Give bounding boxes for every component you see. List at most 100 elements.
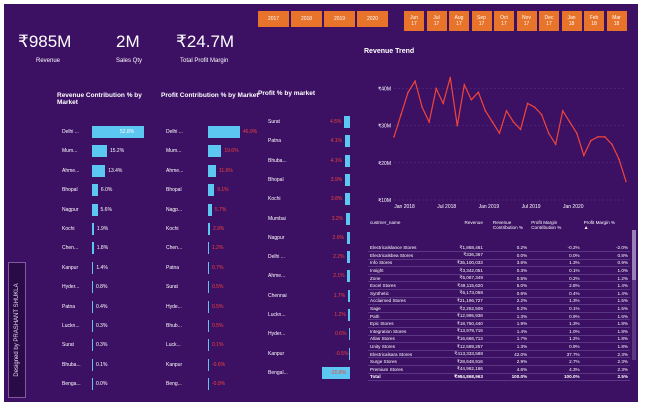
revenue-point[interactable]: [554, 143, 557, 146]
col-profit-margin-contribution[interactable]: Profit Margin Contribution %: [531, 220, 562, 230]
bar[interactable]: [92, 164, 106, 177]
bar[interactable]: [208, 223, 210, 235]
bar-row[interactable]: Ahme... 2.1%: [268, 270, 358, 283]
bar[interactable]: [92, 126, 144, 138]
bar-row[interactable]: Bhuba... 4.1%: [268, 154, 358, 167]
col-customer-name[interactable]: custmer_name: [370, 220, 401, 225]
bar-row[interactable]: Chen... 1.2%: [166, 242, 260, 255]
bar-row[interactable]: Chen... 1.8%: [62, 242, 164, 255]
bar[interactable]: [208, 320, 209, 332]
bar[interactable]: [92, 203, 98, 216]
bar-row[interactable]: Luckn... 1.2%: [268, 309, 358, 321]
revenue-point[interactable]: [470, 98, 473, 101]
bar[interactable]: [92, 281, 93, 294]
bar-row[interactable]: Kochi 3.8%: [268, 193, 358, 206]
bar-row[interactable]: Bhopal 6.0%: [62, 184, 164, 197]
revenue-point[interactable]: [393, 136, 395, 138]
revenue-point[interactable]: [519, 128, 522, 131]
bar[interactable]: [208, 339, 209, 352]
revenue-point[interactable]: [625, 180, 627, 183]
bar[interactable]: [92, 378, 93, 391]
month-button[interactable]: Aug 17: [449, 11, 469, 31]
year-2017-button[interactable]: 2017: [258, 11, 289, 27]
bar[interactable]: [349, 328, 350, 341]
bar-row[interactable]: Mumbai 3.2%: [268, 212, 358, 225]
bar[interactable]: [208, 300, 209, 313]
revenue-point[interactable]: [568, 121, 571, 123]
bar[interactable]: [92, 358, 93, 371]
bar-row[interactable]: Patna 4.1%: [268, 135, 358, 148]
bar-row[interactable]: Nagpur 2.6%: [268, 231, 358, 244]
bar-row[interactable]: Delhi ... 52.8%: [62, 126, 164, 138]
revenue-point[interactable]: [491, 121, 494, 123]
bar-row[interactable]: Kanpur -0.6%: [166, 358, 260, 371]
col-revenue[interactable]: Revenue: [464, 220, 483, 225]
revenue-point[interactable]: [414, 80, 416, 82]
revenue-point[interactable]: [561, 110, 564, 112]
month-button[interactable]: Jun 17: [404, 11, 424, 31]
table-row[interactable]: Zone ₹5,067,349 0.5% 0.2% 1.2%: [368, 274, 630, 283]
bar[interactable]: [322, 366, 350, 379]
bar[interactable]: [208, 203, 212, 216]
revenue-point[interactable]: [597, 136, 599, 138]
bar-row[interactable]: Kochi 1.9%: [62, 223, 164, 235]
revenue-point[interactable]: [618, 158, 620, 160]
revenue-series-line[interactable]: [393, 77, 627, 182]
month-button[interactable]: Jul 17: [426, 11, 447, 31]
table-row[interactable]: Acclaimed Stores ₹21,196,727 2.2% 1.3% 1.5%: [368, 297, 630, 306]
bar-row[interactable]: Patna 0.7%: [166, 261, 260, 274]
revenue-point[interactable]: [533, 106, 536, 108]
table-row[interactable]: Premium Stores ₹44,962,166 4.6% 4.3% 2.3%: [368, 365, 630, 374]
bar[interactable]: [346, 231, 350, 244]
bar[interactable]: [347, 270, 350, 283]
bar[interactable]: [347, 289, 350, 302]
bar-row[interactable]: Ahme... 13.4%: [62, 164, 164, 177]
bar[interactable]: [208, 261, 209, 274]
table-row[interactable]: Excel Stores ₹49,115,620 5.0% 2.8% 1.4%: [368, 281, 630, 291]
table-row[interactable]: Unity Stores ₹12,589,257 1.3% 0.9% 1.8%: [368, 342, 630, 351]
table-row[interactable]: Atlas Stores ₹16,666,713 1.7% 1.2% 1.8%: [368, 335, 630, 344]
bar-row[interactable]: Surat 0.5%: [166, 281, 260, 294]
bar[interactable]: [92, 339, 93, 352]
bar-row[interactable]: Kanpur -0.5%: [268, 347, 358, 360]
bar[interactable]: [344, 135, 350, 148]
bar[interactable]: [208, 164, 216, 177]
revenue-point[interactable]: [442, 102, 445, 105]
bar-row[interactable]: Patna 0.4%: [62, 300, 164, 313]
month-button[interactable]: Mar 18: [606, 11, 627, 31]
bar-row[interactable]: Ahme... 11.6%: [166, 164, 260, 177]
revenue-point[interactable]: [575, 132, 578, 134]
bar[interactable]: [208, 184, 215, 197]
bar[interactable]: [347, 251, 350, 264]
bar[interactable]: [344, 116, 350, 128]
bar-row[interactable]: Mum... 19.6%: [166, 145, 260, 158]
revenue-point[interactable]: [590, 139, 592, 142]
col-revenue-contribution[interactable]: Revenue Contribution %: [492, 220, 524, 230]
bar-row[interactable]: Bengal... -20.8%: [268, 366, 358, 379]
bar[interactable]: [92, 184, 98, 197]
bar[interactable]: [345, 212, 350, 225]
bar-row[interactable]: Delhi ... 46.9%: [166, 126, 260, 138]
table-row[interactable]: Synthetic ₹6,173,068 0.6% 0.4% 1.4%: [368, 289, 630, 298]
month-button[interactable]: Sep 17: [471, 11, 492, 31]
revenue-point[interactable]: [547, 132, 550, 134]
bar-row[interactable]: Bhopal 3.9%: [268, 173, 358, 186]
bar-row[interactable]: Nagp... 5.7%: [166, 203, 260, 216]
month-button[interactable]: Feb 18: [584, 11, 604, 31]
table-scrollbar-thumb[interactable]: [632, 230, 636, 280]
table-row[interactable]: Surge Stores ₹28,648,916 2.9% 2.7% 2.3%: [368, 357, 630, 366]
bar-row[interactable]: Beng... -0.9%: [166, 378, 260, 391]
bar[interactable]: [208, 242, 209, 255]
bar-row[interactable]: Kochi 2.9%: [166, 223, 260, 235]
bar[interactable]: [208, 281, 209, 294]
revenue-point[interactable]: [456, 124, 459, 127]
bar-row[interactable]: Surat 0.3%: [62, 339, 164, 352]
bar[interactable]: [208, 126, 240, 138]
bar[interactable]: [344, 193, 350, 206]
revenue-point[interactable]: [583, 154, 585, 157]
revenue-point[interactable]: [407, 91, 409, 94]
col-profit-margin-pct[interactable]: Profit Margin % ▲: [582, 218, 630, 244]
bar-row[interactable]: Nagpur 5.6%: [62, 203, 164, 216]
bar[interactable]: [92, 242, 94, 255]
table-scrollbar-track[interactable]: [632, 230, 636, 360]
